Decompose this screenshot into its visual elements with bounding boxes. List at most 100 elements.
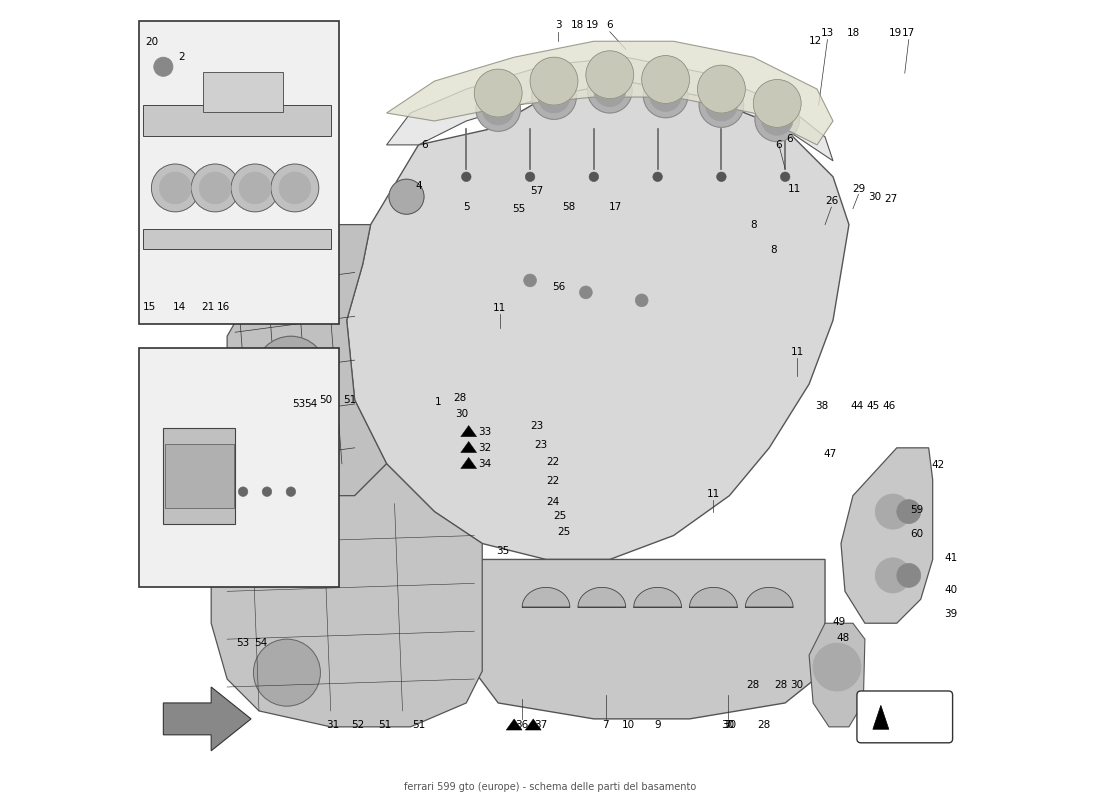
Text: 30: 30 <box>455 410 469 419</box>
Polygon shape <box>578 587 626 607</box>
Text: 47: 47 <box>823 450 836 459</box>
Text: 22: 22 <box>546 457 559 467</box>
Text: 28: 28 <box>757 720 770 730</box>
Text: 18: 18 <box>571 20 584 30</box>
Text: 51: 51 <box>343 395 356 405</box>
Text: a partsfe...: a partsfe... <box>450 425 641 502</box>
Circle shape <box>526 172 535 182</box>
Circle shape <box>160 172 191 204</box>
Circle shape <box>239 487 248 497</box>
Text: 56: 56 <box>552 282 565 292</box>
Circle shape <box>239 172 271 204</box>
Circle shape <box>813 643 861 691</box>
Circle shape <box>587 68 632 113</box>
Circle shape <box>876 494 911 529</box>
Text: 4: 4 <box>415 182 421 191</box>
Circle shape <box>652 172 662 182</box>
Text: 14: 14 <box>173 302 186 312</box>
Text: 28: 28 <box>774 681 788 690</box>
Text: 30: 30 <box>722 720 735 730</box>
Text: 30: 30 <box>791 681 804 690</box>
Text: 11: 11 <box>493 303 506 314</box>
Text: 6: 6 <box>606 20 613 30</box>
Circle shape <box>716 172 726 182</box>
Polygon shape <box>386 42 833 145</box>
Bar <box>140 348 339 587</box>
Text: 54: 54 <box>254 638 267 648</box>
Circle shape <box>700 82 744 127</box>
Text: 11: 11 <box>788 184 802 194</box>
Text: 57: 57 <box>530 186 543 196</box>
Text: 43: 43 <box>930 720 944 730</box>
Bar <box>165 444 233 508</box>
Text: 54: 54 <box>305 399 318 409</box>
Polygon shape <box>461 458 476 469</box>
Circle shape <box>650 79 682 111</box>
Text: ferrari 599 gto (europe) - schema delle parti del basamento: ferrari 599 gto (europe) - schema delle … <box>404 782 696 792</box>
Text: 58: 58 <box>562 202 575 212</box>
Bar <box>140 22 339 324</box>
Text: 12: 12 <box>808 36 822 46</box>
Text: 42: 42 <box>932 460 945 470</box>
Text: 51: 51 <box>411 720 425 730</box>
Text: 20: 20 <box>145 37 158 47</box>
Text: 10: 10 <box>621 720 635 730</box>
Text: 36: 36 <box>516 720 529 730</box>
Text: 53: 53 <box>293 399 306 409</box>
Text: 23: 23 <box>535 441 548 450</box>
Circle shape <box>644 73 688 118</box>
Circle shape <box>268 350 313 394</box>
Text: 9: 9 <box>654 720 661 730</box>
Text: 15: 15 <box>142 302 155 312</box>
Polygon shape <box>690 587 737 607</box>
Circle shape <box>538 81 570 113</box>
Text: 46: 46 <box>882 402 895 411</box>
Circle shape <box>636 294 648 306</box>
Polygon shape <box>526 719 541 730</box>
Circle shape <box>474 69 522 117</box>
Text: 1: 1 <box>436 398 442 407</box>
Polygon shape <box>634 587 682 607</box>
Circle shape <box>199 172 231 204</box>
FancyBboxPatch shape <box>857 691 953 743</box>
Text: 30: 30 <box>868 192 881 202</box>
Circle shape <box>530 57 578 105</box>
Text: 7: 7 <box>603 720 609 730</box>
Text: 2: 2 <box>178 52 185 62</box>
Bar <box>143 229 331 249</box>
Circle shape <box>896 563 921 587</box>
Polygon shape <box>506 719 522 730</box>
Polygon shape <box>474 559 825 719</box>
Text: 30: 30 <box>723 720 736 730</box>
Text: 41: 41 <box>945 553 958 563</box>
Circle shape <box>780 172 790 182</box>
Circle shape <box>389 179 424 214</box>
Polygon shape <box>746 587 793 607</box>
Text: 26: 26 <box>825 196 838 206</box>
Polygon shape <box>842 448 933 623</box>
Text: 17: 17 <box>902 28 915 38</box>
Text: 3: 3 <box>554 20 561 30</box>
Polygon shape <box>810 623 865 727</box>
Circle shape <box>462 172 471 182</box>
Bar <box>163 428 235 523</box>
Text: 31: 31 <box>326 720 339 730</box>
Text: 28: 28 <box>453 394 466 403</box>
Circle shape <box>896 500 921 523</box>
Text: 44: 44 <box>850 402 864 411</box>
Polygon shape <box>461 426 476 437</box>
Polygon shape <box>461 442 476 453</box>
Text: 11: 11 <box>707 489 721 499</box>
Polygon shape <box>386 57 833 161</box>
Text: 49: 49 <box>833 617 846 626</box>
Text: 50: 50 <box>319 395 332 405</box>
Text: 52: 52 <box>351 720 364 730</box>
Circle shape <box>279 172 311 204</box>
Text: 24: 24 <box>546 497 559 507</box>
Polygon shape <box>227 225 386 496</box>
Text: 25: 25 <box>553 511 566 522</box>
Circle shape <box>152 164 199 212</box>
Polygon shape <box>873 706 889 730</box>
Polygon shape <box>211 464 482 727</box>
Text: 5: 5 <box>463 202 470 212</box>
